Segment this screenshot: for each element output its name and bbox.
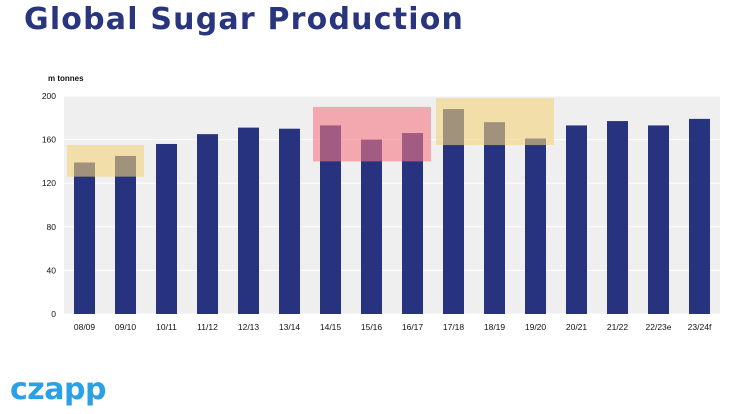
bar [484, 122, 505, 314]
bar [689, 118, 710, 314]
x-tick-label: 13/14 [279, 322, 301, 332]
bar [156, 143, 177, 314]
highlight-box [436, 98, 554, 146]
bar [607, 121, 628, 314]
bar [443, 109, 464, 314]
x-tick-label: 16/17 [402, 322, 424, 332]
x-tick-label: 09/10 [115, 322, 137, 332]
x-tick-label: 12/13 [238, 322, 260, 332]
x-tick-label: 15/16 [361, 322, 383, 332]
x-tick-label: 14/15 [320, 322, 342, 332]
y-tick-label: 200 [42, 91, 56, 101]
x-tick-label: 17/18 [443, 322, 465, 332]
bar [648, 125, 669, 315]
bar [279, 128, 300, 314]
x-tick-label: 18/19 [484, 322, 506, 332]
y-tick-label: 160 [42, 135, 56, 145]
bar-chart: 0 40 80 120 160 200 08/09 09/10 10/11 11/12 12/13 1… [42, 91, 720, 332]
y-tick-label: 40 [47, 265, 57, 275]
bar [320, 125, 341, 315]
highlight-box [67, 145, 144, 177]
highlight-box [313, 106, 431, 162]
unit-label: m tonnes [48, 74, 84, 83]
x-tick-label: 20/21 [566, 322, 588, 332]
bar [566, 125, 587, 315]
x-tick-label: 21/22 [607, 322, 629, 332]
bar [115, 155, 136, 314]
y-tick-label: 80 [47, 222, 57, 232]
bar [402, 133, 423, 314]
bar [197, 134, 218, 314]
czapp-logo: czapp [10, 372, 106, 407]
y-tick-label: 0 [51, 309, 56, 319]
x-tick-label: 10/11 [156, 322, 177, 332]
bar [361, 139, 382, 314]
x-tick-label: 19/20 [525, 322, 547, 332]
x-tick-label: 23/24f [688, 322, 712, 332]
x-tick-label: 11/12 [197, 322, 218, 332]
x-tick-label: 08/09 [74, 322, 96, 332]
bar [238, 127, 259, 314]
chart-title: Global Sugar Production [24, 2, 465, 37]
x-tick-label: 22/23e [646, 322, 672, 332]
bar [74, 162, 95, 314]
y-tick-label: 120 [42, 178, 56, 188]
bar [525, 138, 546, 314]
